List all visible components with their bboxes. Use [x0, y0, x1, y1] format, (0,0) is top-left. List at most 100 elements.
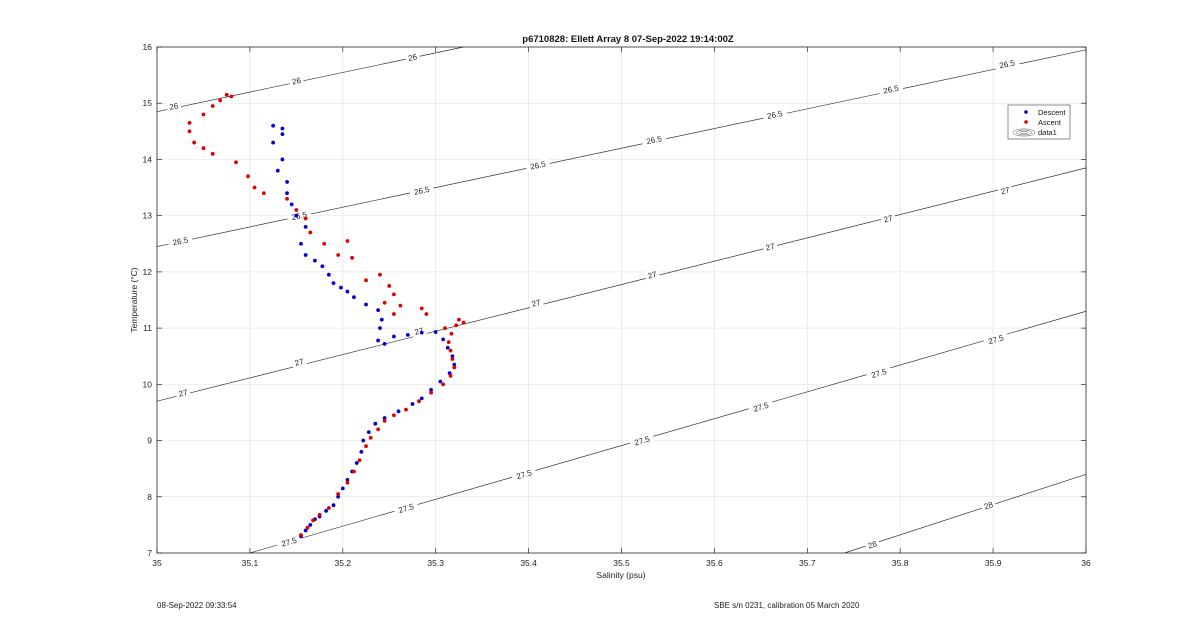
contour-label: 26.5 — [762, 107, 788, 122]
descent-point — [405, 332, 410, 337]
contour-label-text: 26.5 — [882, 84, 900, 96]
ascent-point — [352, 469, 356, 474]
contour-label-text: 27 — [178, 388, 189, 399]
contour-label-text: 26 — [291, 76, 302, 87]
legend-descent-marker — [1024, 110, 1028, 114]
descent-point — [320, 264, 325, 269]
ascent-point — [201, 146, 206, 151]
descent-point — [359, 449, 364, 454]
ascent-point — [252, 185, 257, 190]
contour-label: 26.5 — [878, 81, 904, 97]
footer-sensor-info: SBE s/n 0231, calibration 05 March 2020 — [714, 601, 860, 610]
descent-point — [354, 461, 359, 465]
ascent-point — [391, 292, 396, 297]
x-tick-label: 35.8 — [892, 558, 909, 568]
descent-point — [326, 272, 331, 277]
ascent-point — [376, 427, 381, 432]
y-axis-ticks: 7 8 9 10 11 12 13 14 15 16 — [143, 42, 1086, 558]
contour-label-bg — [644, 268, 661, 282]
contour-label-text: 26.5 — [529, 159, 547, 171]
contour-label: 27.5 — [511, 466, 537, 483]
contour-label-text: 26.5 — [172, 235, 190, 247]
contour-label: 27.5 — [865, 364, 892, 382]
legend-descent-label: Descent — [1038, 108, 1066, 117]
contour-label-text: 26.5 — [999, 58, 1017, 70]
y-tick-label: 10 — [143, 379, 153, 389]
descent-point — [331, 503, 336, 508]
descent-point — [271, 140, 276, 145]
y-tick-label: 12 — [143, 267, 153, 277]
contour-label-bg — [525, 157, 551, 173]
descent-point — [450, 354, 455, 359]
descent-point — [313, 258, 317, 263]
contour-label-text: 27.5 — [515, 468, 533, 481]
descent-point — [324, 508, 328, 513]
y-tick-label: 15 — [143, 98, 153, 108]
ascent-point — [391, 312, 396, 316]
contour-label-text: 27.5 — [987, 333, 1005, 346]
legend-box — [1007, 104, 1071, 140]
descent-point — [376, 308, 381, 313]
descent-point — [441, 337, 446, 342]
density-contour-line — [156, 167, 1087, 402]
chart-title: p6710828: Ellett Array 8 07-Sep-2022 19:… — [522, 34, 734, 45]
contour-label-text: 27.5 — [752, 401, 770, 414]
legend[interactable]: Descent Ascent data1 — [1007, 104, 1071, 140]
contour-label-bg — [404, 50, 421, 64]
x-tick-label: 35.7 — [799, 558, 816, 568]
contour-label-text: 28 — [867, 539, 879, 550]
ascent-point — [234, 160, 238, 165]
ascent-point — [449, 331, 454, 336]
descent-point — [345, 478, 350, 482]
contour-label-text: 27 — [765, 241, 776, 252]
ascent-point — [457, 317, 461, 322]
contour-label-text: 27.5 — [397, 502, 415, 515]
contour-label: 27 — [528, 296, 545, 310]
contour-label: 27 — [175, 386, 192, 400]
descent-point — [396, 409, 401, 414]
contour-label-text: 27 — [647, 270, 658, 281]
ascent-point — [218, 98, 223, 103]
density-contour-line — [249, 310, 1087, 554]
legend-contour-icon — [1012, 128, 1036, 137]
ascent-point — [210, 104, 215, 108]
contour-label-text: 27.5 — [870, 367, 888, 380]
contour-label-bg — [747, 398, 774, 415]
x-tick-label: 35.5 — [613, 558, 630, 568]
data-points — [187, 92, 466, 539]
y-tick-label: 11 — [143, 323, 152, 333]
ascent-point — [305, 525, 310, 530]
y-tick-label: 7 — [147, 548, 152, 558]
contour-label: 26 — [165, 99, 182, 113]
descent-point — [352, 295, 356, 300]
ascent-point — [382, 300, 387, 305]
contour-label-text: 26.5 — [413, 185, 431, 197]
contour-label: 26.5 — [994, 56, 1020, 72]
descent-point — [419, 330, 424, 335]
ascent-point — [285, 196, 289, 201]
contour-label-bg — [528, 296, 545, 310]
contour-label-bg — [165, 99, 182, 113]
descent-point — [373, 421, 378, 426]
ascent-point — [419, 306, 424, 311]
contour-label: 27 — [880, 211, 897, 226]
ascent-point — [308, 230, 313, 235]
ascent-point — [450, 357, 455, 361]
contour-label: 27.5 — [747, 398, 774, 415]
descent-point — [378, 326, 382, 331]
ascent-point — [398, 303, 403, 308]
contour-label-text: 27 — [531, 298, 542, 309]
descent-point — [340, 486, 345, 491]
descent-point — [410, 402, 415, 406]
descent-point — [429, 388, 433, 392]
contour-label: 26.5 — [525, 157, 551, 173]
legend-ascent-label: Ascent — [1038, 118, 1062, 127]
descent-point — [294, 213, 299, 218]
contour-label: 27 — [291, 355, 308, 369]
ascent-point — [336, 253, 341, 257]
ascent-point — [350, 255, 354, 260]
contour-label-bg — [762, 240, 779, 254]
x-axis-label: Salinity (psu) — [596, 570, 645, 580]
contour-label: 27 — [762, 240, 779, 254]
